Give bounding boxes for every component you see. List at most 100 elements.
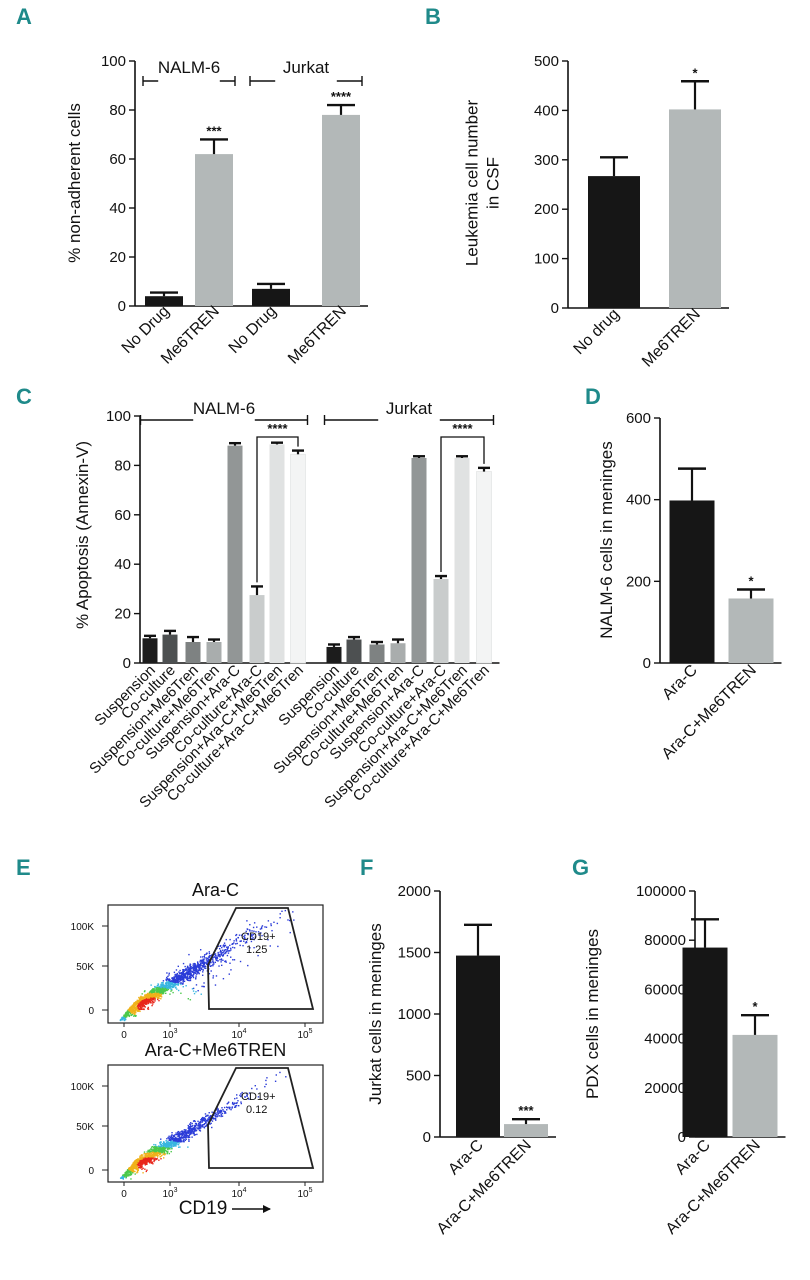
- event-dot: [228, 1107, 231, 1110]
- bar: [504, 1124, 548, 1137]
- event-dot: [230, 956, 232, 958]
- event-dot: [149, 993, 151, 995]
- event-dot: [173, 978, 176, 980]
- event-dot: [177, 1140, 179, 1142]
- event-dot: [138, 1004, 141, 1007]
- event-dot: [208, 1112, 210, 1114]
- event-dot: [194, 978, 197, 980]
- event-dot: [220, 1109, 222, 1112]
- event-dot: [207, 956, 210, 958]
- event-dot: [136, 1010, 139, 1012]
- event-dot: [166, 1147, 168, 1149]
- event-dot: [245, 1092, 248, 1094]
- event-dot: [197, 1128, 199, 1130]
- event-dot: [221, 1112, 224, 1115]
- event-dot: [132, 1170, 135, 1172]
- event-dot: [223, 950, 225, 953]
- event-dot: [136, 1006, 138, 1009]
- event-dot: [233, 959, 236, 961]
- event-dot: [148, 992, 151, 994]
- event-dot: [130, 1172, 132, 1175]
- event-dot: [149, 1158, 152, 1161]
- event-dot: [133, 1167, 135, 1169]
- event-dot: [154, 992, 156, 994]
- event-dot: [186, 965, 189, 968]
- event-dot: [200, 993, 202, 995]
- event-dot: [144, 997, 146, 1000]
- event-dot: [230, 1108, 232, 1111]
- event-dot: [261, 925, 264, 927]
- event-dot: [151, 989, 153, 991]
- event-dot: [163, 988, 165, 990]
- y-tick-label: 0: [678, 1129, 686, 1146]
- panel-F: F 0 500 1000 1500 2000 Jurkat cells in meninge…: [360, 855, 556, 1238]
- event-dot: [214, 1118, 217, 1120]
- event-dot: [200, 967, 203, 969]
- event-dot: [150, 1162, 153, 1164]
- event-dot: [194, 967, 197, 970]
- event-dot: [135, 1001, 137, 1003]
- event-cloud: [119, 909, 295, 1022]
- event-dot: [139, 1163, 141, 1165]
- event-dot: [167, 988, 170, 991]
- event-dot: [182, 969, 184, 971]
- event-dot: [191, 970, 194, 973]
- event-dot: [146, 1169, 148, 1171]
- event-dot: [177, 1146, 180, 1148]
- event-dot: [173, 981, 175, 984]
- event-dot: [207, 1114, 209, 1117]
- y-tick-label: 100K: [71, 922, 95, 933]
- event-dot: [171, 986, 173, 988]
- event-dot: [188, 1136, 191, 1139]
- event-dot: [133, 1004, 135, 1007]
- x-axis-arrowhead: [263, 1205, 271, 1213]
- event-dot: [176, 981, 178, 984]
- event-dot: [167, 978, 169, 981]
- event-dot: [147, 1157, 149, 1159]
- event-dot: [194, 1124, 196, 1127]
- event-dot: [226, 948, 229, 950]
- event-dot: [162, 1143, 164, 1145]
- event-dot: [153, 1001, 155, 1004]
- event-dot: [124, 1013, 127, 1015]
- event-dot: [192, 963, 195, 965]
- event-dot: [158, 1151, 160, 1153]
- event-dot: [123, 1174, 125, 1176]
- flow-plot-title: Ara-C: [192, 880, 239, 900]
- event-dot: [214, 956, 216, 958]
- event-dot: [150, 1156, 152, 1159]
- event-dot: [165, 1140, 167, 1142]
- event-dot: [165, 1141, 168, 1144]
- event-dot: [198, 1124, 200, 1126]
- event-dot: [182, 982, 184, 984]
- event-dot: [197, 966, 199, 969]
- event-dot: [234, 1106, 236, 1108]
- event-dot: [235, 1104, 238, 1107]
- event-dot: [132, 1010, 135, 1012]
- event-dot: [179, 1137, 182, 1139]
- event-dot: [195, 968, 198, 971]
- event-dot: [143, 1005, 146, 1008]
- event-dot: [127, 1173, 130, 1175]
- event-dot: [189, 963, 191, 965]
- event-dot: [126, 1173, 128, 1175]
- event-dot: [192, 990, 195, 992]
- event-dot: [180, 973, 183, 975]
- event-dot: [285, 1076, 287, 1078]
- event-dot: [198, 1122, 201, 1124]
- event-dot: [135, 1011, 137, 1014]
- event-dot: [271, 929, 273, 932]
- event-dot: [182, 978, 185, 981]
- event-dot: [222, 959, 224, 961]
- event-dot: [150, 984, 152, 986]
- event-dot: [231, 943, 233, 946]
- event-dot: [192, 976, 195, 979]
- event-dot: [143, 1151, 146, 1153]
- event-dot: [192, 987, 195, 990]
- event-dot: [135, 1008, 137, 1011]
- event-dot: [153, 1148, 155, 1151]
- event-dot: [222, 1109, 224, 1111]
- event-dot: [155, 989, 158, 991]
- event-dot: [122, 1017, 124, 1019]
- event-dot: [127, 1169, 129, 1171]
